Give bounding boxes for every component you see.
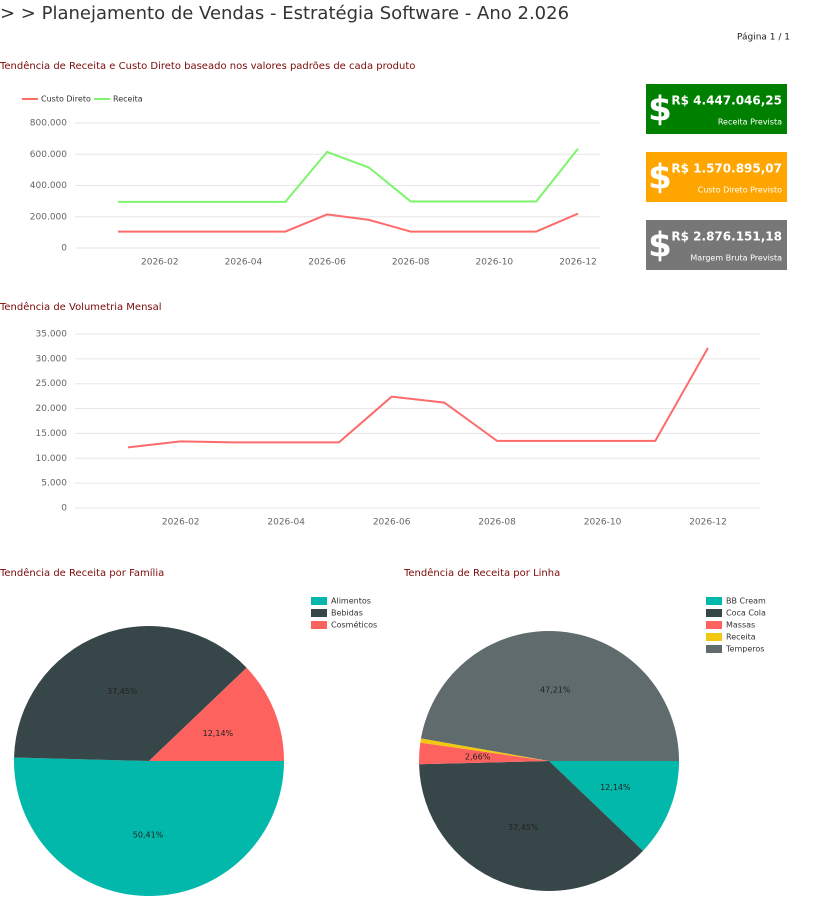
chart-title: Tendência de Receita e Custo Direto base… bbox=[0, 60, 415, 72]
legend-label: Cosméticos bbox=[331, 620, 377, 630]
line-series bbox=[118, 212, 579, 233]
kpi-icon: $ bbox=[648, 90, 672, 130]
legend-swatch bbox=[706, 621, 722, 629]
y-tick-label: 200.000 bbox=[30, 212, 67, 222]
y-tick-label: 10.000 bbox=[36, 454, 68, 464]
legend-label: Bebidas bbox=[331, 609, 363, 618]
kpi-value: R$ 2.876.151,18 bbox=[671, 230, 782, 244]
chart-title: Tendência de Volumetria Mensal bbox=[0, 301, 162, 313]
y-tick-label: 15.000 bbox=[36, 429, 68, 439]
legend-label: BB Cream bbox=[726, 597, 766, 606]
kpi-card bbox=[646, 152, 787, 202]
pie-slice bbox=[420, 738, 549, 761]
legend-swatch bbox=[311, 609, 327, 617]
legend-swatch bbox=[706, 597, 722, 605]
pie-slice bbox=[418, 742, 549, 765]
slice-label: 50,41% bbox=[133, 831, 164, 840]
y-tick-label: 35.000 bbox=[36, 330, 68, 340]
pie-slice bbox=[14, 625, 247, 761]
report-title: > > Planejamento de Vendas - Estratégia … bbox=[0, 3, 569, 24]
chart-title: Tendência de Receita por Família bbox=[0, 567, 164, 579]
pie-slice bbox=[549, 761, 679, 851]
x-tick-label: 2026-08 bbox=[478, 518, 516, 528]
x-tick-label: 2026-12 bbox=[689, 518, 727, 528]
y-tick-label: 600.000 bbox=[30, 150, 67, 160]
slice-label: 2,66% bbox=[465, 752, 491, 761]
x-tick-label: 2026-02 bbox=[162, 518, 200, 528]
legend-label: Receita bbox=[113, 95, 143, 104]
legend-swatch bbox=[706, 609, 722, 617]
y-tick-label: 5.000 bbox=[41, 479, 67, 489]
slice-label: 37,45% bbox=[508, 823, 539, 832]
y-tick-label: 800.000 bbox=[30, 119, 67, 129]
pie-slice bbox=[149, 667, 284, 761]
y-tick-label: 0 bbox=[61, 244, 67, 254]
legend-swatch bbox=[706, 645, 722, 653]
slice-label: 37,45% bbox=[107, 687, 138, 696]
kpi-label: Custo Direto Previsto bbox=[698, 186, 782, 195]
page-number: Página 1 / 1 bbox=[737, 33, 790, 43]
legend-label: Custo Direto bbox=[41, 95, 91, 104]
x-tick-label: 2026-06 bbox=[373, 518, 411, 528]
x-tick-label: 2026-10 bbox=[584, 518, 622, 528]
slice-label: 12,14% bbox=[600, 783, 631, 792]
pie-slice bbox=[420, 630, 679, 761]
x-tick-label: 2026-06 bbox=[308, 258, 346, 268]
legend-label: Alimentos bbox=[331, 597, 371, 606]
x-tick-label: 2026-10 bbox=[476, 258, 514, 268]
kpi-label: Receita Prevista bbox=[718, 118, 782, 127]
y-tick-label: 30.000 bbox=[36, 354, 68, 364]
legend-swatch bbox=[706, 633, 722, 641]
legend-label: Receita bbox=[726, 633, 756, 642]
line-series bbox=[118, 148, 579, 203]
y-tick-label: 20.000 bbox=[36, 404, 68, 414]
kpi-card bbox=[646, 84, 787, 134]
kpi-icon: $ bbox=[648, 158, 672, 198]
chart-title: Tendência de Receita por Linha bbox=[403, 567, 560, 579]
pie-slice bbox=[419, 761, 643, 891]
kpi-value: R$ 1.570.895,07 bbox=[671, 162, 782, 176]
legend-label: Massas bbox=[726, 621, 755, 630]
x-tick-label: 2026-02 bbox=[141, 258, 179, 268]
kpi-icon: $ bbox=[648, 226, 672, 266]
x-tick-label: 2026-08 bbox=[392, 258, 430, 268]
y-tick-label: 0 bbox=[61, 504, 67, 514]
y-tick-label: 400.000 bbox=[30, 181, 67, 191]
line-series bbox=[127, 347, 709, 449]
x-tick-label: 2026-04 bbox=[225, 258, 263, 268]
legend-swatch bbox=[311, 597, 327, 605]
kpi-card bbox=[646, 220, 787, 270]
legend-swatch bbox=[311, 621, 327, 629]
pie-slice bbox=[14, 757, 285, 896]
kpi-value: R$ 4.447.046,25 bbox=[671, 94, 782, 108]
legend-label: Temperos bbox=[725, 645, 764, 654]
slice-label: 47,21% bbox=[540, 685, 571, 694]
kpi-label: Margem Bruta Prevista bbox=[690, 254, 782, 263]
y-tick-label: 25.000 bbox=[36, 379, 68, 389]
x-tick-label: 2026-12 bbox=[559, 258, 597, 268]
slice-label: 12,14% bbox=[203, 729, 234, 738]
legend-label: Coca Cola bbox=[726, 609, 766, 618]
x-tick-label: 2026-04 bbox=[267, 518, 305, 528]
